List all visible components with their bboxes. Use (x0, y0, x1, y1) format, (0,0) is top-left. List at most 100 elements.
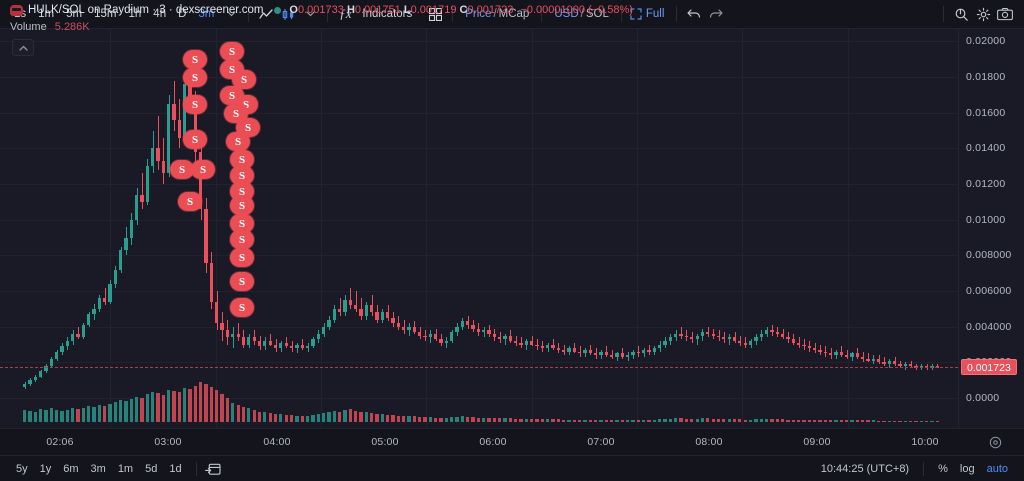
sell-marker[interactable]: S (183, 50, 207, 69)
candle-body (28, 380, 32, 384)
redo-arrow-icon[interactable] (705, 4, 727, 24)
auto-scale-toggle[interactable]: auto (986, 462, 1008, 475)
sell-marker[interactable]: S (178, 192, 202, 211)
legend-collapse-button[interactable] (12, 39, 34, 56)
candle-body (482, 330, 486, 333)
candle-body (172, 103, 176, 120)
goto-date-icon[interactable] (204, 462, 221, 476)
gridline-vertical (637, 29, 638, 428)
range-5d[interactable]: 5d (145, 462, 158, 475)
sell-marker[interactable]: S (170, 160, 194, 179)
volume-bar (583, 419, 587, 422)
timeframe-active-3m[interactable]: 3m (198, 7, 215, 20)
range-1m[interactable]: 1m (117, 462, 134, 475)
percent-scale-toggle[interactable]: % (938, 462, 948, 475)
sell-marker[interactable]: S (220, 42, 244, 61)
candle-body (925, 365, 929, 368)
chart-title[interactable]: HULK/SOL on Raydium · 3 · dexscreener.co… (28, 4, 264, 16)
sell-marker[interactable]: S (230, 298, 254, 317)
candle-body (92, 308, 96, 315)
volume-bar (476, 417, 480, 422)
mcap-toggle[interactable]: MCap (498, 7, 530, 20)
time-axis-label: 09:00 (803, 436, 831, 448)
candlestick-icon[interactable] (277, 4, 299, 24)
timeframe-5m[interactable]: 5m (66, 7, 83, 20)
sell-marker[interactable]: S (232, 70, 256, 89)
volume-bar (935, 420, 939, 422)
indicators-button[interactable]: Indicators (362, 7, 413, 20)
sell-marker[interactable]: S (230, 150, 254, 169)
timeframe-4h[interactable]: 4h (153, 7, 167, 20)
fullscreen-icon[interactable] (628, 4, 644, 24)
timeframe-15m[interactable]: 15m (94, 7, 117, 20)
camera-icon[interactable] (994, 4, 1016, 24)
volume-bar (834, 420, 838, 422)
volume-bar (738, 419, 742, 422)
volume-bar (156, 393, 160, 422)
candle-wick (772, 324, 773, 336)
candle-wick (158, 116, 159, 170)
candle-body (124, 237, 128, 251)
sell-marker[interactable]: S (183, 130, 207, 149)
layout-grid-icon[interactable] (424, 4, 446, 24)
target-gear-icon[interactable] (989, 436, 1002, 449)
volume-bar (732, 419, 737, 422)
timeframe-1h[interactable]: 1h (128, 7, 142, 20)
candle-body (81, 324, 86, 338)
range-1y[interactable]: 1y (39, 462, 52, 475)
sell-marker[interactable]: S (230, 166, 254, 185)
sol-toggle[interactable]: SOL (585, 7, 609, 20)
sell-marker[interactable]: S (230, 272, 254, 291)
volume-bar (572, 419, 577, 422)
range-6m[interactable]: 6m (63, 462, 79, 475)
chart-type-chevron-icon[interactable] (299, 4, 321, 24)
candle-body (23, 383, 27, 388)
candle-body (866, 358, 870, 361)
sell-marker[interactable]: S (183, 95, 207, 114)
candle-body (337, 308, 342, 313)
candle-wick (356, 291, 357, 313)
gridline-vertical (110, 29, 111, 428)
volume-bar (668, 418, 673, 422)
magnet-icon[interactable] (950, 4, 972, 24)
sell-marker[interactable]: S (226, 132, 250, 151)
clock-readout[interactable]: 10:44:25 (UTC+8) (820, 462, 910, 475)
volume-value: 5.286K (54, 21, 90, 33)
sell-marker[interactable]: S (191, 160, 215, 179)
range-1d[interactable]: 1d (169, 462, 182, 475)
candle-body (327, 319, 331, 327)
volume-bar (903, 420, 907, 422)
chart-toolbar: 1s 1m 5m 15m 1h 4h D 3m ƒx Indi (0, 0, 1024, 29)
candle-body (807, 346, 811, 349)
sell-marker[interactable]: S (183, 68, 207, 87)
timeframe-d[interactable]: D (178, 7, 187, 20)
chevron-down-icon[interactable] (220, 4, 242, 24)
gridline-vertical (426, 29, 427, 428)
sell-marker[interactable]: S (230, 196, 254, 215)
sell-marker[interactable]: S (230, 230, 254, 249)
price-toggle[interactable]: Price (465, 7, 492, 20)
range-3m[interactable]: 3m (90, 462, 106, 475)
full-button[interactable]: Full (645, 7, 665, 20)
candle-body (252, 337, 256, 341)
price-axis[interactable]: 0.02000 0.01800 0.01600 0.01400 0.01200 0.010… (958, 29, 1024, 428)
candle-body (417, 332, 422, 336)
range-5y[interactable]: 5y (16, 462, 28, 475)
sell-marker[interactable]: S (230, 214, 254, 233)
volume-bar (33, 411, 37, 422)
volume-bar (775, 419, 779, 422)
undo-arrow-icon[interactable] (683, 4, 705, 24)
timeframe-1m[interactable]: 1m (38, 7, 55, 20)
volume-bar (898, 420, 902, 422)
log-scale-toggle[interactable]: log (959, 462, 975, 475)
usd-toggle[interactable]: USD (554, 7, 579, 20)
gear-icon[interactable] (972, 4, 994, 24)
candle-body (716, 335, 721, 338)
sell-marker[interactable]: S (230, 248, 254, 267)
line-chart-icon[interactable] (255, 4, 277, 24)
candle-body (204, 209, 208, 263)
time-axis[interactable]: 02:06 03:00 04:00 05:00 06:00 07:00 08:00 09:00… (0, 428, 1024, 455)
price-axis-label: 0.01400 (966, 142, 1006, 155)
volume-bar (690, 418, 694, 422)
